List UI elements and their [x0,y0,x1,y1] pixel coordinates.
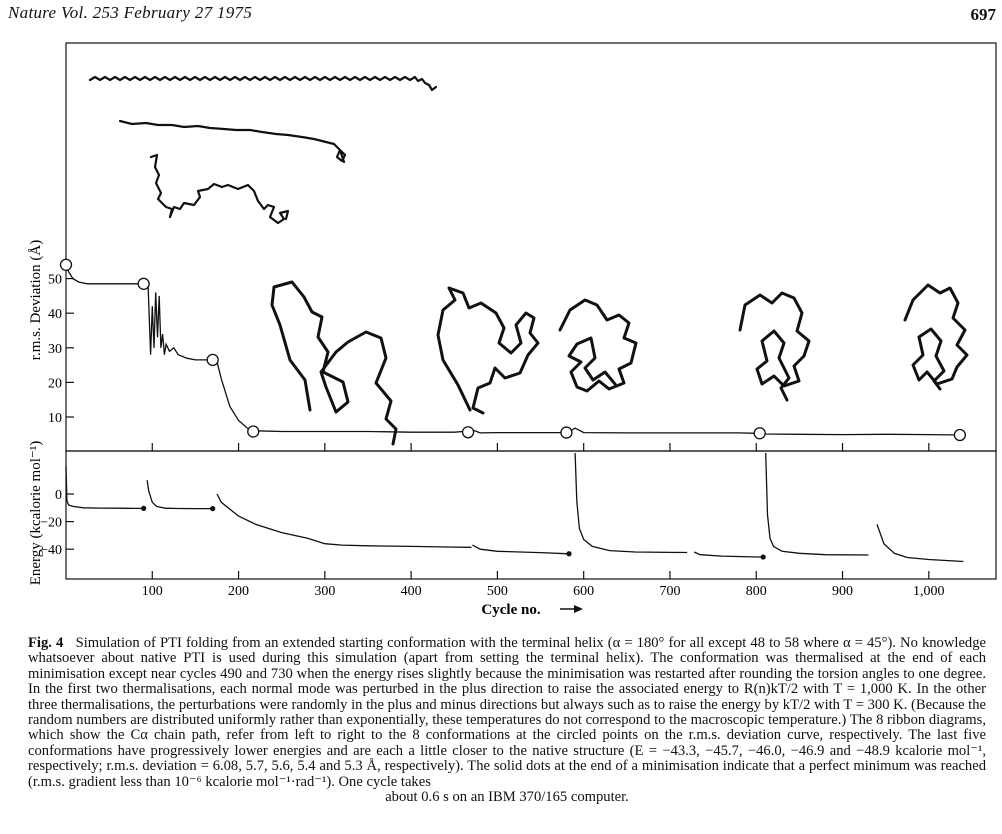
minimum-dot [566,551,572,557]
circled-point [753,427,766,440]
rms-y-tick-label: 50 [48,273,62,288]
x-tick-label: 700 [659,584,680,599]
energy-line [693,551,764,558]
rms-y-tick-label: 30 [48,342,62,357]
minimum-dot [210,506,216,512]
energy-line [574,452,688,554]
circled-point [560,426,573,439]
x-tick-label: 1,000 [913,584,945,599]
lower-axes: −40 −20 0 100 200 300 400 500 600 700 800 900 1,000 [40,443,945,599]
ribbon-diagram-8 [903,283,969,391]
upper-axes: 10 20 30 40 50 [48,273,74,426]
caption-last-line: about 0.6 s on an IBM 370/165 computer. [385,789,629,806]
ribbon-diagram-6 [558,298,638,393]
ribbon-diagrams [88,75,969,446]
energy-line [216,493,472,548]
energy-line [146,480,213,510]
ribbon-diagram-4 [270,280,398,446]
x-axis-arrow [560,605,583,613]
ribbon-diagram-5 [436,286,540,415]
x-tick-label: 400 [401,584,422,599]
ribbon-diagram-2 [118,119,347,164]
energy-y-tick-label: 0 [55,488,62,503]
caption-text: Simulation of PTI folding from an extend… [28,635,986,790]
upper-panel-frame [65,42,997,452]
minimum-dot [760,554,766,560]
journal-header: Nature Vol. 253 February 27 1975 [8,3,253,22]
circled-point [206,353,219,367]
rms-y-tick-label: 40 [48,307,62,322]
x-tick-label: 100 [142,584,163,599]
rms-deviation-plot [59,258,967,442]
energy-y-axis-label: Energy (kcalorie mol⁻¹) [28,441,44,586]
energy-line [876,524,964,563]
ribbon-diagram-1 [88,75,438,92]
energy-line [472,544,570,555]
ribbon-diagram-7 [738,291,811,402]
page-number: 697 [970,5,997,24]
figure-caption: Fig. 4 Simulation of PTI folding from an… [28,635,986,806]
rms-y-tick-label: 20 [48,376,62,391]
energy-y-tick-label: −20 [40,516,62,531]
x-tick-label: 300 [314,584,335,599]
x-tick-label: 800 [746,584,767,599]
rms-y-tick-label: 10 [48,411,62,426]
energy-y-tick-label: −40 [40,543,62,558]
x-tick-label: 600 [573,584,594,599]
circled-point [59,258,73,271]
energy-line [65,466,144,510]
x-tick-label: 500 [487,584,508,599]
circled-point [953,428,967,442]
circled-point [137,277,150,290]
figure-4: 10 20 30 40 50 −40 −20 0 100 200 300 400 500 600 700 8… [28,42,997,618]
caption-label: Fig. 4 [28,635,64,651]
energy-line [765,452,869,556]
x-tick-label: 200 [228,584,249,599]
x-axis-label: Cycle no. [481,602,540,618]
x-tick-label: 900 [832,584,853,599]
circled-point [461,426,475,439]
ribbon-diagram-3 [149,153,290,225]
energy-plot [65,452,964,563]
minimum-dot [141,505,147,511]
lower-panel-frame [65,450,997,580]
rms-y-axis-label: r.m.s. Deviation (Å) [28,240,44,360]
circled-point [247,425,260,438]
